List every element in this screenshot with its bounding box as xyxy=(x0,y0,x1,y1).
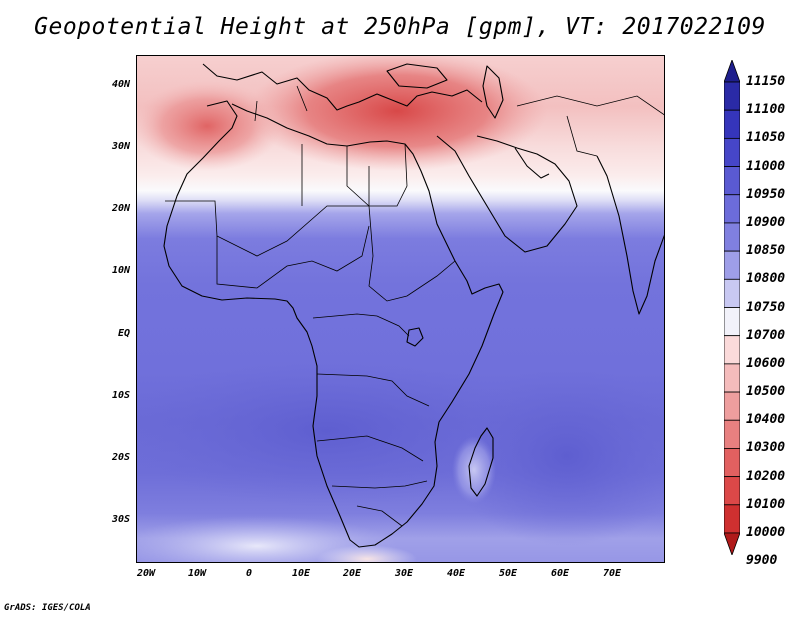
lon-label-70e: 70E xyxy=(602,568,622,579)
colorbar-level-label: 10600 xyxy=(746,355,786,371)
coastlines xyxy=(163,63,664,548)
colorbar-segment xyxy=(724,476,740,506)
lat-label-30s: 30S xyxy=(111,514,130,525)
lat-label-10s: 10S xyxy=(111,390,130,401)
colorbar-level-label: 10200 xyxy=(746,468,786,484)
colorbar-level-label: 10700 xyxy=(746,327,786,343)
colorbar-segment xyxy=(724,194,740,224)
colorbar-segment xyxy=(724,363,740,393)
colorbar-segment xyxy=(724,391,740,421)
lat-label-20n: 20N xyxy=(111,203,130,214)
border-line xyxy=(165,166,370,257)
border-line xyxy=(216,225,370,289)
lon-label-60e: 60E xyxy=(550,568,570,579)
colorbar-segment xyxy=(724,448,740,478)
colorbar-level-label: 10750 xyxy=(746,299,786,315)
colorbar-segment xyxy=(724,419,740,449)
lon-label-50e: 50E xyxy=(498,568,518,579)
india-coastline xyxy=(596,155,664,315)
field-pink-south xyxy=(317,545,417,562)
colorbar-segment xyxy=(724,81,740,111)
caspian-sea xyxy=(482,65,504,119)
border-line xyxy=(316,373,430,407)
madagascar xyxy=(468,427,494,497)
field-dark-southeast xyxy=(447,366,664,546)
colorbar-level-label: 10900 xyxy=(746,214,786,230)
lat-label-20s: 20S xyxy=(111,452,130,463)
border-line xyxy=(356,505,403,527)
lon-label-30e: 30E xyxy=(394,568,414,579)
colorbar-level-label: 11150 xyxy=(746,74,786,89)
africa-coastline xyxy=(163,100,504,548)
colorbar-level-label: 10500 xyxy=(746,384,786,400)
colorbar-segment xyxy=(724,137,740,167)
colorbar-level-label: 11100 xyxy=(746,102,786,118)
lon-label-20e: 20E xyxy=(342,568,362,579)
lon-label-10w: 10W xyxy=(187,568,207,579)
lat-label-40n: 40N xyxy=(111,79,130,90)
lon-label-20w: 20W xyxy=(136,568,156,579)
colorbar-level-label: 10850 xyxy=(746,243,786,259)
colorbar-segment xyxy=(724,307,740,337)
field-light-madagascar xyxy=(452,436,496,504)
black-sea xyxy=(386,63,448,89)
colorbar-level-label: 10300 xyxy=(746,440,786,456)
colorbar-segment xyxy=(724,278,740,308)
colorbar-bottom-arrow xyxy=(724,532,740,555)
colorbar-segment xyxy=(724,109,740,139)
colorbar-level-label: 10400 xyxy=(746,412,786,428)
lake-victoria xyxy=(406,327,424,347)
colorbar-level-label: 10000 xyxy=(746,525,786,540)
map-plot-area xyxy=(136,55,665,563)
border-line xyxy=(566,115,598,157)
lon-label-40e: 40E xyxy=(446,568,466,579)
field-high-mediterranean xyxy=(247,56,547,171)
border-line xyxy=(316,435,424,462)
lat-label-30n: 30N xyxy=(111,141,130,152)
credit-text: GrADS: IGES/COLA xyxy=(4,603,91,613)
field-high-northwest xyxy=(137,81,282,171)
border-line xyxy=(254,85,308,122)
lon-label-10e: 10E xyxy=(291,568,311,579)
geopotential-map xyxy=(137,56,664,562)
lat-label-eq: EQ xyxy=(117,328,130,339)
border-line xyxy=(516,95,664,116)
border-line xyxy=(331,480,428,489)
lat-label-10n: 10N xyxy=(111,265,130,276)
colorbar-level-label: 9900 xyxy=(746,553,778,569)
colorbar-segment xyxy=(724,166,740,196)
europe-coastline xyxy=(202,63,483,111)
colorbar-level-label: 10800 xyxy=(746,271,786,287)
colorbar-top-arrow xyxy=(724,60,740,83)
colorbar-segment xyxy=(724,335,740,365)
border-line xyxy=(312,313,410,337)
colorbar-level-label: 11050 xyxy=(746,130,786,146)
colorbar-segment xyxy=(724,250,740,280)
colorbar-level-label: 11000 xyxy=(746,158,786,174)
colorbar xyxy=(724,60,740,555)
lon-label-0: 0 xyxy=(245,568,253,579)
arabia-coastline xyxy=(436,135,578,253)
country-borders xyxy=(165,85,664,527)
persian-gulf xyxy=(514,147,550,179)
colorbar-segment xyxy=(724,504,740,534)
colorbar-level-label: 10100 xyxy=(746,496,786,512)
border-line xyxy=(301,143,408,207)
colorbar-level-label: 10950 xyxy=(746,186,786,202)
chart-title: Geopotential Height at 250hPa [gpm], VT:… xyxy=(34,14,766,40)
colorbar-segment xyxy=(724,222,740,252)
border-line xyxy=(368,205,456,302)
